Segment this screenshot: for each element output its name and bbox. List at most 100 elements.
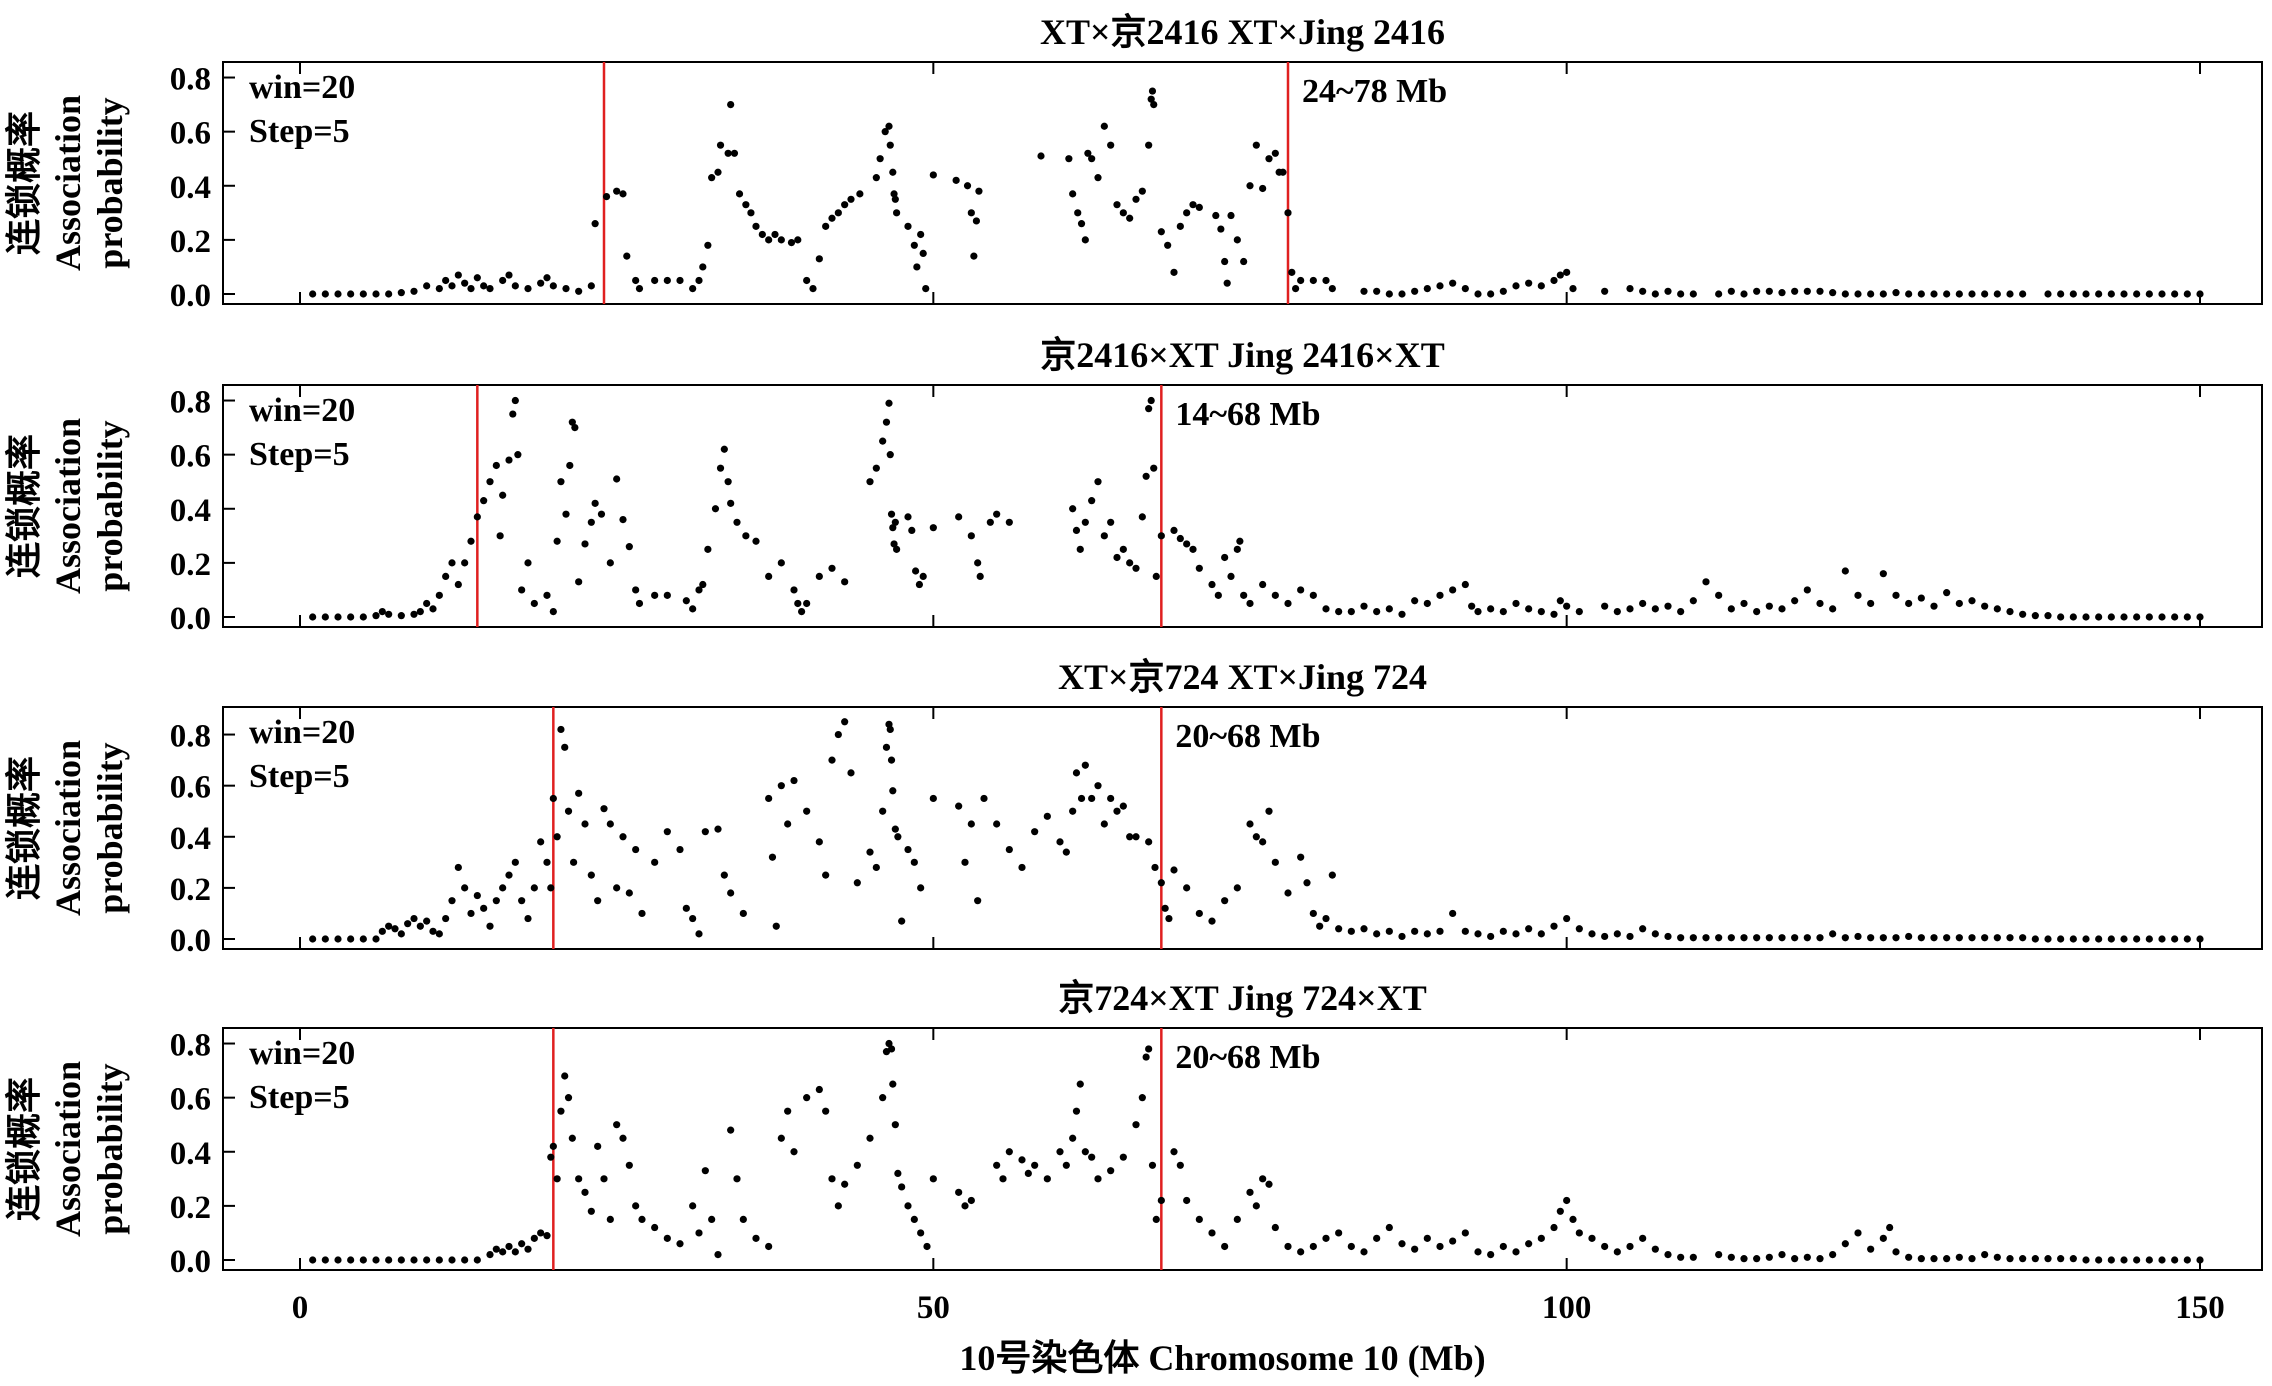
data-point [597, 510, 606, 518]
data-point [1968, 597, 1976, 605]
data-point [537, 838, 545, 846]
data-point [676, 1240, 684, 1248]
panel-title: 京724×XT Jing 724×XT [1058, 977, 1426, 1018]
data-point [547, 1153, 555, 1161]
data-point [543, 858, 551, 866]
y-tick-label: 0.4 [170, 1136, 211, 1172]
data-point [742, 532, 750, 540]
data-point [385, 610, 393, 618]
data-point [1005, 1148, 1013, 1156]
y-axis-label: 连锁概率 [4, 434, 44, 578]
data-point [730, 149, 739, 157]
data-point [866, 478, 874, 486]
data-point [543, 1232, 551, 1240]
data-point [1195, 1215, 1203, 1224]
data-point [974, 897, 982, 905]
data-point [1740, 1255, 1748, 1263]
data-point [1664, 932, 1672, 941]
data-point [435, 591, 443, 599]
data-point [587, 1207, 595, 1215]
x-tick-label: 50 [917, 1290, 950, 1326]
data-point [1449, 1237, 1457, 1245]
data-point [1689, 1253, 1697, 1261]
data-point [1867, 1245, 1875, 1253]
data-point [1161, 904, 1169, 912]
data-point [1854, 932, 1862, 941]
data-point [1233, 545, 1241, 553]
data-point [716, 141, 725, 149]
data-point [887, 510, 896, 518]
data-point [1943, 934, 1951, 942]
data-point [2196, 1256, 2204, 1264]
data-point [461, 1256, 469, 1264]
data-point [1227, 211, 1235, 220]
data-point [1765, 934, 1773, 942]
data-point [1347, 1242, 1355, 1251]
data-point [486, 284, 494, 293]
data-point [442, 572, 450, 581]
data-point [961, 1202, 969, 1210]
data-point [1236, 537, 1244, 545]
data-point [822, 871, 830, 879]
data-point [768, 853, 777, 861]
data-point [651, 1223, 659, 1232]
step-label: Step=5 [249, 436, 350, 473]
data-point [562, 510, 570, 518]
data-point [910, 858, 918, 866]
data-point [2044, 290, 2052, 298]
data-point [1499, 927, 1507, 935]
data-point [2069, 935, 2077, 943]
data-point [834, 730, 842, 739]
data-point [454, 271, 462, 279]
data-point [1487, 1250, 1495, 1259]
data-point [2120, 1256, 2128, 1264]
data-point [619, 190, 627, 198]
data-point [1100, 532, 1108, 540]
data-point [1126, 214, 1134, 222]
data-point [1100, 820, 1108, 828]
data-point [397, 612, 405, 620]
data-point [1069, 807, 1077, 815]
data-point [632, 1202, 640, 1210]
data-point [1411, 1245, 1419, 1253]
data-point [547, 884, 555, 892]
data-point [1385, 927, 1393, 935]
data-point [514, 451, 522, 459]
data-point [1328, 284, 1336, 293]
data-point [1195, 564, 1203, 572]
data-point [1487, 605, 1495, 613]
data-point [1651, 1245, 1659, 1253]
data-point [1398, 932, 1406, 941]
data-point [695, 276, 703, 285]
data-point [442, 276, 450, 285]
data-point [557, 1107, 565, 1115]
data-point [1816, 599, 1824, 608]
data-point [1525, 925, 1533, 933]
data-point [448, 897, 456, 905]
data-point [1917, 290, 1925, 298]
data-point [454, 580, 462, 589]
data-point [1147, 95, 1155, 103]
data-point [442, 914, 450, 923]
data-point [1651, 290, 1659, 298]
data-point [1214, 591, 1222, 599]
data-point [2171, 935, 2179, 943]
data-point [1664, 602, 1672, 610]
data-point [716, 464, 725, 472]
data-point [1677, 290, 1685, 298]
data-point [1018, 863, 1026, 872]
data-point [1639, 287, 1647, 295]
data-point [2044, 1255, 2052, 1263]
data-point [651, 591, 659, 599]
data-point [518, 897, 526, 905]
data-point [742, 201, 750, 209]
data-point [1088, 1153, 1096, 1161]
data-point [917, 884, 925, 892]
data-point [1537, 1234, 1545, 1242]
data-point [461, 279, 469, 287]
data-point [917, 1229, 925, 1237]
data-point [623, 252, 631, 260]
data-point [967, 532, 975, 540]
y-axis-label: probability [90, 420, 130, 591]
data-point [881, 128, 889, 136]
